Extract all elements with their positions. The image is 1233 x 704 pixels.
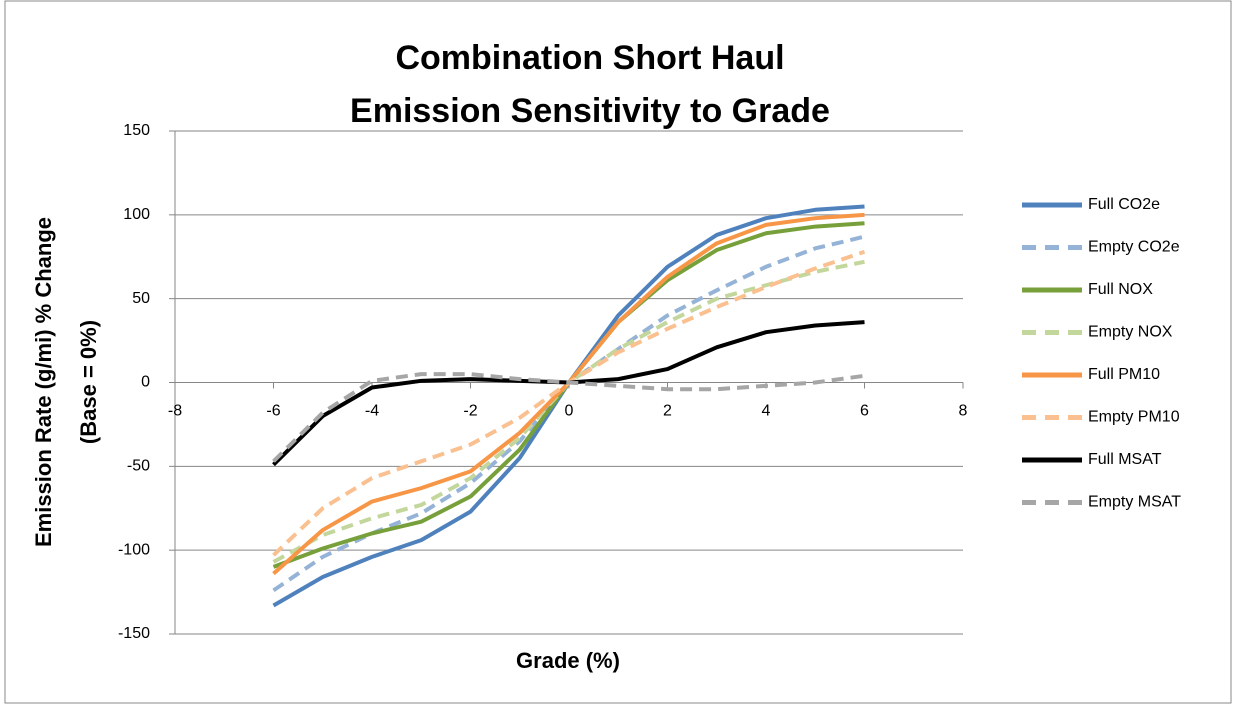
- x-tick-label: 2: [663, 403, 672, 420]
- legend-label: Empty CO2e: [1088, 239, 1180, 256]
- x-tick-label: 6: [860, 403, 869, 420]
- legend-label: Full PM10: [1088, 366, 1160, 383]
- x-tick-label: -8: [168, 403, 182, 420]
- chart-title: Combination Short Haul: [395, 39, 784, 77]
- legend-label: Full NOX: [1088, 281, 1153, 298]
- y-tick-label: 50: [132, 290, 150, 307]
- x-tick-label: 8: [959, 403, 968, 420]
- x-tick-label: -4: [365, 403, 379, 420]
- y-axis-label: Emission Rate (g/mi) % Change: [31, 217, 56, 547]
- y-tick-label: -50: [127, 458, 150, 475]
- y-tick-label: 150: [123, 122, 150, 139]
- x-tick-label: -6: [266, 403, 280, 420]
- chart-title: Emission Sensitivity to Grade: [350, 92, 830, 130]
- y-tick-label: 0: [141, 374, 150, 391]
- y-tick-label: -100: [118, 541, 150, 558]
- series-line: [272, 372, 865, 463]
- legend-label: Full CO2e: [1088, 196, 1160, 213]
- x-axis-label: Grade (%): [516, 648, 620, 673]
- legend-label: Empty NOX: [1088, 324, 1173, 341]
- legend-label: Empty PM10: [1088, 409, 1180, 426]
- y-tick-label: 100: [123, 206, 150, 223]
- y-tick-label: -150: [118, 625, 150, 642]
- x-tick-label: -2: [463, 403, 477, 420]
- legend-label: Full MSAT: [1088, 451, 1162, 468]
- y-axis-label: (Base = 0%): [76, 320, 101, 444]
- x-tick-label: 4: [762, 403, 771, 420]
- x-tick-label: 0: [565, 403, 574, 420]
- legend-label: Empty MSAT: [1088, 494, 1181, 511]
